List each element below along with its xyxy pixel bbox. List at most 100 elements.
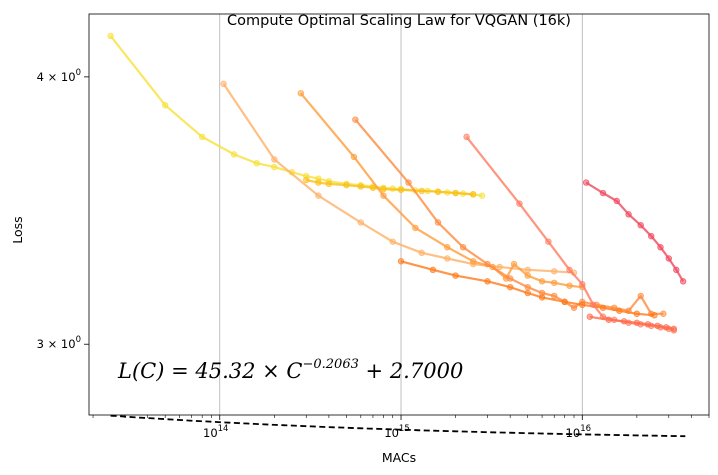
data-point	[315, 179, 322, 186]
data-point	[524, 283, 531, 291]
data-point	[570, 304, 578, 311]
data-point	[397, 186, 405, 194]
data-point	[644, 321, 652, 328]
data-point	[352, 116, 359, 123]
data-point	[582, 179, 590, 186]
data-point	[679, 278, 687, 285]
y-tick-label-base: 4 × 10	[37, 70, 76, 84]
data-point	[357, 183, 365, 190]
data-point	[625, 211, 632, 218]
data-point	[579, 301, 586, 309]
data-point	[637, 292, 644, 300]
data-point	[561, 298, 568, 306]
data-point	[463, 133, 470, 141]
data-point	[161, 101, 169, 109]
data-point	[412, 224, 419, 232]
data-point	[616, 307, 623, 314]
data-point	[397, 258, 405, 265]
data-point	[586, 313, 593, 320]
data-point	[350, 153, 358, 161]
data-point	[506, 283, 514, 291]
data-point	[545, 238, 552, 245]
x-tick-label: 1014	[203, 424, 228, 440]
data-point	[648, 232, 655, 240]
series-line	[222, 83, 575, 274]
data-point	[444, 255, 451, 262]
x-tick-label: 1015	[384, 424, 409, 440]
data-point	[389, 238, 396, 245]
data-point	[605, 316, 612, 323]
data-point	[418, 249, 425, 257]
data-point	[230, 151, 238, 158]
data-point	[469, 258, 477, 265]
data-point	[198, 133, 206, 141]
data-point	[599, 189, 607, 197]
y-tick-label: 4 × 100	[37, 68, 81, 84]
fit-formula-rhs: + 2.7000	[359, 359, 463, 383]
series-line	[585, 181, 685, 282]
fit-layer	[110, 414, 686, 438]
x-tick-label-exponent: 15	[399, 424, 410, 434]
data-point	[524, 289, 531, 297]
data-point	[613, 197, 620, 205]
data-point	[496, 263, 503, 271]
y-tick-label-exponent: 0	[76, 68, 81, 78]
data-point	[297, 90, 305, 97]
data-point	[506, 275, 514, 282]
data-point	[524, 272, 531, 279]
x-tick-label-base: 10	[203, 426, 218, 440]
data-point	[633, 319, 641, 326]
data-point	[566, 266, 573, 274]
y-tick-label-exponent: 0	[76, 335, 81, 345]
data-point	[670, 325, 678, 333]
data-point	[551, 268, 558, 275]
data-point	[107, 32, 114, 40]
data-point	[459, 244, 467, 251]
data-point	[380, 185, 387, 193]
data-point	[452, 189, 459, 197]
data-point	[654, 322, 661, 330]
series-layer	[107, 32, 687, 334]
data-point	[651, 312, 658, 319]
data-point	[271, 156, 278, 163]
data-point	[369, 184, 377, 191]
data-point	[551, 279, 558, 286]
data-point	[434, 219, 442, 226]
data-point	[620, 318, 628, 325]
data-point	[662, 324, 670, 331]
x-tick-label: 1016	[566, 424, 591, 440]
data-point	[579, 281, 586, 288]
data-point	[271, 163, 278, 171]
data-point	[566, 282, 573, 289]
chart-title: Compute Optimal Scaling Law for VQGAN (1…	[227, 13, 571, 29]
data-point	[405, 179, 412, 186]
data-point	[253, 160, 260, 167]
fit-curve	[110, 414, 686, 438]
data-point	[673, 266, 680, 274]
x-tick-label-base: 10	[566, 426, 581, 440]
data-point	[315, 192, 322, 199]
data-point	[303, 176, 310, 184]
data-point	[429, 266, 437, 274]
data-point	[524, 266, 531, 274]
y-tick-label: 3 × 100	[37, 335, 81, 351]
data-point	[418, 187, 425, 195]
x-tick-label-exponent: 14	[218, 424, 229, 434]
data-point	[484, 278, 491, 285]
data-point	[590, 301, 597, 309]
x-tick-label-exponent: 16	[580, 424, 591, 434]
data-point	[325, 180, 333, 188]
data-point	[551, 292, 558, 300]
data-point	[510, 260, 518, 268]
fit-formula-exponent: −0.2063	[302, 357, 358, 372]
fit-formula-lhs: L(C) = 45.32 × C	[117, 359, 302, 383]
data-point	[380, 192, 387, 199]
data-point	[452, 272, 459, 279]
data-point	[657, 244, 664, 251]
data-point	[516, 200, 523, 207]
data-point	[538, 294, 546, 301]
data-point	[633, 310, 641, 317]
